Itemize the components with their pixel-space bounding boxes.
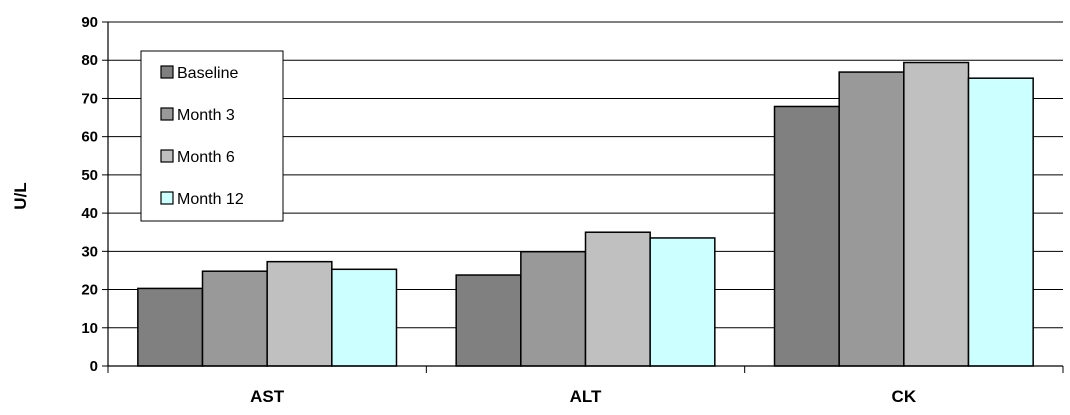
y-tick-label: 80 xyxy=(81,52,98,69)
bar-month-12-alt xyxy=(649,237,716,367)
bars xyxy=(137,61,1034,367)
bar-month-3-ast xyxy=(201,270,268,367)
x-category-label: ALT xyxy=(570,387,602,406)
y-tick-label: 40 xyxy=(81,205,98,222)
legend-label: Month 6 xyxy=(177,149,235,166)
bar-month-6-ck xyxy=(903,61,970,367)
legend-label: Month 3 xyxy=(177,107,235,124)
legend-label: Month 12 xyxy=(177,191,244,208)
legend-swatch xyxy=(160,107,174,121)
y-tick-label: 0 xyxy=(90,358,98,375)
y-tick-label: 60 xyxy=(81,129,98,146)
bar-baseline-alt xyxy=(455,274,522,367)
y-tick-label: 30 xyxy=(81,243,98,260)
bar-month-12-ck xyxy=(967,77,1034,367)
bar-month-6-alt xyxy=(584,231,651,367)
legend-swatch xyxy=(160,149,174,163)
legend-swatch xyxy=(160,191,174,205)
y-axis-label: U/L xyxy=(11,182,30,209)
y-tick-label: 90 xyxy=(81,14,98,31)
y-tick-label: 50 xyxy=(81,167,98,184)
bar-baseline-ast xyxy=(137,287,204,367)
axes: 0 10 20 30 40 50 60 70 80 90 AST ALT CK xyxy=(81,14,1064,406)
bar-month-3-ck xyxy=(838,71,905,367)
x-category-label: CK xyxy=(892,387,917,406)
y-tick-label: 20 xyxy=(81,282,98,299)
bar-month-3-alt xyxy=(520,250,587,367)
legend-label: Baseline xyxy=(177,65,238,82)
bar-month-12-ast xyxy=(331,268,398,367)
x-category-label: AST xyxy=(250,387,285,406)
y-tick-label: 10 xyxy=(81,320,98,337)
y-tick-label: 70 xyxy=(81,90,98,107)
legend-swatch xyxy=(160,65,174,79)
bar-baseline-ck xyxy=(773,105,840,367)
legend: Baseline Month 3 Month 6 Month 12 xyxy=(140,50,284,222)
bar-month-6-ast xyxy=(266,260,333,367)
